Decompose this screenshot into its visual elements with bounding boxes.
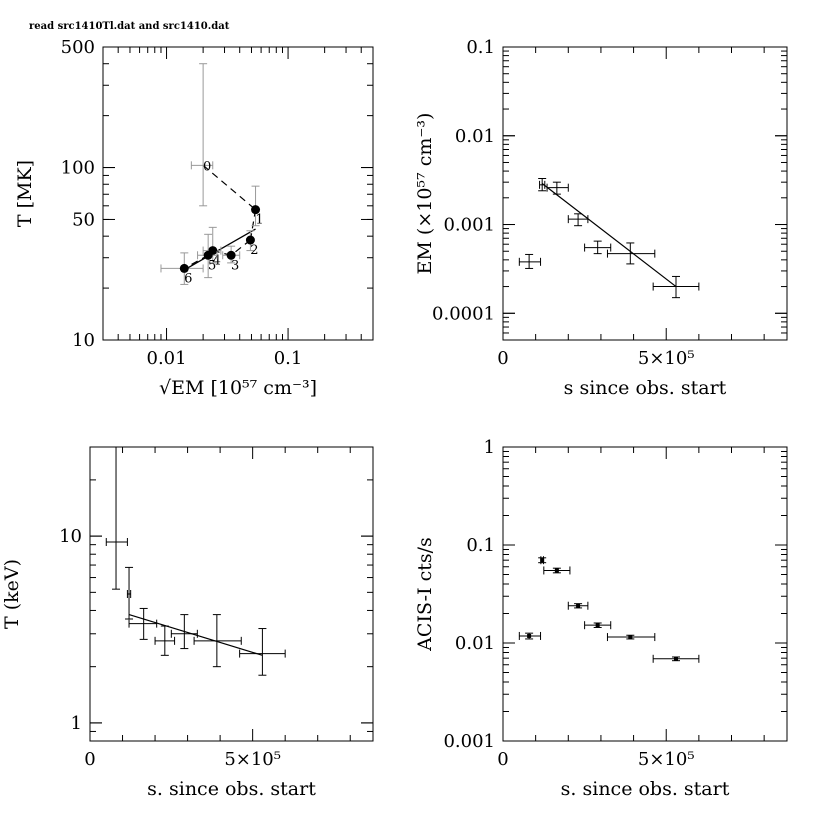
y-tick-label: 1 (71, 713, 82, 734)
point-label: 4 (213, 254, 221, 269)
trajectory-dashed (249, 209, 257, 241)
data-point (203, 250, 213, 260)
plot-frame (502, 46, 788, 341)
data-point (595, 623, 600, 628)
fit-line (128, 614, 263, 656)
y-axis-label: EM (×10⁵⁷ cm⁻³) (414, 113, 436, 275)
data-point (251, 205, 261, 215)
y-tick-label: 1 (484, 437, 495, 458)
x-tick-label: 5×10⁵ (224, 749, 281, 770)
fit-line (183, 228, 256, 271)
data-point (527, 633, 532, 638)
y-tick-label: 0.001 (443, 731, 495, 752)
point-label: 5 (208, 258, 216, 273)
point-label: 6 (184, 271, 192, 286)
y-tick-label: 500 (61, 37, 95, 58)
chart-panel-3: 1 10 5×10⁵ 0 s. since obs. start T (keV) (1, 446, 374, 800)
plot-frame (89, 446, 374, 742)
chart-panel-2: 0.0001 0.001 0.01 0.1 5×10⁵ 0 s since obs. sta… (414, 37, 788, 399)
y-tick-label: 50 (72, 209, 95, 230)
data-point (576, 603, 581, 608)
y-tick-label: 0.1 (466, 37, 495, 58)
x-tick-label: 0 (497, 348, 508, 369)
point-label: 0 (203, 159, 211, 174)
chart-panel-4: 0.001 0.01 0.1 1 5×10⁵ 0 s. since obs. start AC… (414, 437, 788, 800)
point-label: 2 (250, 243, 258, 258)
data-point (540, 558, 545, 563)
x-tick-label: 0.01 (147, 348, 187, 369)
header-text: read src1410Tl.dat and src1410.dat (29, 21, 230, 32)
trajectory-dashed (184, 254, 209, 269)
x-axis-label: √EM [10⁵⁷ cm⁻³] (159, 377, 317, 399)
plot-frame (102, 46, 374, 341)
y-tick-label: 0.0001 (432, 303, 495, 324)
x-axis-label: s since obs. start (564, 377, 727, 399)
chart-panel-1: 10 50 100 500 0.01 0.1 √EM [10⁵⁷ cm⁻³] T [MK] 0 1… (14, 37, 374, 399)
x-tick-label: 5×10⁵ (638, 749, 695, 770)
x-axis-label: s. since obs. start (561, 778, 730, 800)
point-label: 3 (231, 258, 239, 273)
x-tick-label: 0 (84, 749, 95, 770)
y-axis-label: T [MK] (14, 160, 36, 227)
data-point (245, 235, 255, 245)
y-axis-label: ACIS-I cts/s (414, 537, 436, 652)
y-tick-label: 100 (61, 158, 95, 179)
x-tick-label: 5×10⁵ (638, 348, 695, 369)
y-tick-label: 10 (72, 330, 95, 351)
y-tick-label: 0.1 (466, 535, 495, 556)
y-tick-label: 0.001 (443, 215, 495, 236)
plot-frame (502, 446, 788, 742)
point-label: 1 (255, 213, 263, 228)
data-point (674, 656, 679, 661)
y-axis-label: T (keV) (1, 559, 23, 629)
data-point (179, 263, 189, 273)
data-point (226, 250, 236, 260)
x-axis-label: s. since obs. start (147, 778, 316, 800)
data-point (554, 568, 559, 573)
x-tick-label: 0.1 (274, 348, 303, 369)
fit-line (541, 183, 677, 288)
y-tick-label: 0.01 (455, 126, 495, 147)
y-tick-label: 0.01 (455, 633, 495, 654)
data-point (628, 635, 633, 640)
x-tick-label: 0 (497, 749, 508, 770)
y-tick-label: 10 (59, 526, 82, 547)
